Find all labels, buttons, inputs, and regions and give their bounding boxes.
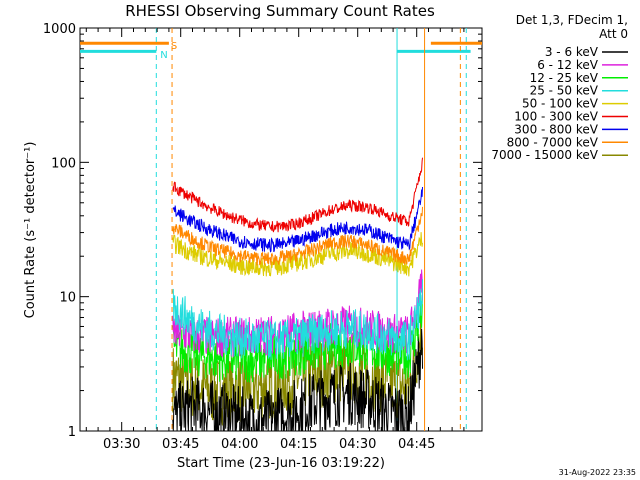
y-tick-label: 10 — [59, 291, 76, 306]
chart-title: RHESSI Observing Summary Count Rates — [125, 2, 435, 20]
plot-area: SN 1 10 100 1000 03:30 03:45 04:00 04:15 04:30 04… — [43, 22, 483, 452]
legend-label: 100 - 300 keV — [514, 110, 598, 124]
x-axis-label: Start Time (23-Jun-16 03:19:22) — [177, 456, 385, 471]
legend-label: 12 - 25 keV — [530, 71, 599, 85]
y-axis-label: Count Rate (s⁻¹ detector⁻¹) — [23, 142, 38, 319]
legend-label: 50 - 100 keV — [522, 97, 599, 111]
x-tick-label: 04:45 — [398, 437, 435, 452]
legend-label: 300 - 800 keV — [514, 122, 598, 136]
x-tick-label: 04:00 — [221, 437, 258, 452]
annotation-s: S — [171, 41, 177, 52]
x-tick-label: 03:45 — [162, 437, 199, 452]
legend-header-line-2: Att 0 — [599, 27, 628, 41]
series-line-300-800keV — [172, 186, 423, 253]
series-line-3-6keV — [172, 328, 423, 432]
legend-header-line-1: Det 1,3, FDecim 1, — [516, 13, 628, 27]
legend-label: 800 - 7000 keV — [507, 135, 599, 149]
x-tick-label: 03:30 — [103, 437, 140, 452]
y-tick-label: 1000 — [43, 22, 76, 37]
x-tick-label: 04:15 — [280, 437, 317, 452]
series-line-7000-15000keV — [172, 311, 423, 426]
legend-label: 25 - 50 keV — [530, 84, 599, 98]
footer-date: 31-Aug-2022 23:35 — [559, 468, 636, 477]
legend-label: 3 - 6 keV — [545, 45, 599, 59]
legend-label: 6 - 12 keV — [537, 58, 599, 72]
x-tick-label: 04:30 — [339, 437, 376, 452]
legend-label: 7000 - 15000 keV — [491, 148, 598, 162]
series-line-50-100keV — [172, 232, 423, 277]
series-line-800-7000keV — [172, 206, 423, 266]
series-line-25-50keV — [172, 279, 423, 361]
series-line-100-300keV — [172, 157, 423, 233]
y-tick-label: 1 — [68, 425, 76, 440]
y-tick-label: 100 — [51, 156, 76, 171]
annotation-n: N — [160, 50, 167, 61]
